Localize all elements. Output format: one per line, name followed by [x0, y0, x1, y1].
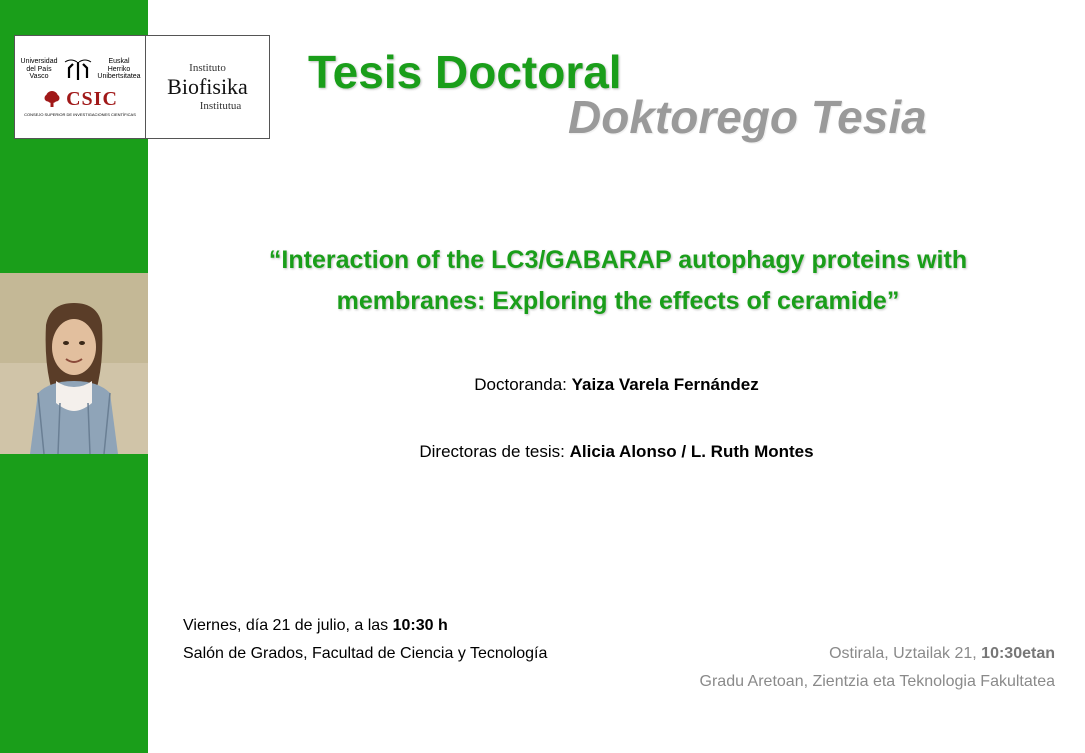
- doctoranda-line: Doctoranda: Yaiza Varela Fernández: [148, 375, 1085, 395]
- footer-es-time: 10:30 h: [393, 617, 448, 634]
- footer-eu-location: Gradu Aretoan, Zientzia eta Teknologia F…: [700, 668, 1055, 696]
- footer-es-date: Viernes, día 21 de julio, a las: [183, 617, 393, 634]
- footer-basque: Ostirala, Uztailak 21, 10:30etan Gradu A…: [700, 640, 1055, 696]
- footer-es-datetime: Viernes, día 21 de julio, a las 10:30 h: [183, 612, 547, 640]
- csic-tree-icon: [42, 89, 62, 109]
- upv-label-es: Universidad del País Vasco: [19, 58, 59, 81]
- csic-wordmark: CSIC: [66, 88, 118, 111]
- footer-eu-time: 10:30etan: [981, 645, 1055, 662]
- directoras-label: Directoras de tesis:: [419, 442, 569, 461]
- directoras-names: Alicia Alonso / L. Ruth Montes: [570, 442, 814, 461]
- directoras-line: Directoras de tesis: Alicia Alonso / L. …: [148, 442, 1085, 462]
- doctoranda-label: Doctoranda:: [474, 375, 571, 394]
- csic-subtitle: CONSEJO SUPERIOR DE INVESTIGACIONES CIEN…: [24, 112, 136, 117]
- thesis-title: “Interaction of the LC3/GABARAP autophag…: [208, 240, 1028, 323]
- footer-eu-datetime: Ostirala, Uztailak 21, 10:30etan: [700, 640, 1055, 668]
- upv-label-eu: Euskal Herriko Unibertsitatea: [97, 58, 141, 81]
- footer-es-location: Salón de Grados, Facultad de Ciencia y T…: [183, 640, 547, 668]
- presenter-photo: [0, 273, 148, 454]
- main-content: Tesis Doctoral Doktorego Tesia “Interact…: [148, 0, 1085, 753]
- header-title-basque: Doktorego Tesia: [568, 90, 927, 144]
- doctoranda-name: Yaiza Varela Fernández: [572, 375, 759, 394]
- upv-csic-logo-block: Universidad del País Vasco Euskal Herrik…: [15, 36, 146, 138]
- footer-eu-date: Ostirala, Uztailak 21,: [829, 645, 981, 662]
- upv-emblem-icon: [63, 58, 93, 82]
- footer-spanish: Viernes, día 21 de julio, a las 10:30 h …: [183, 612, 547, 668]
